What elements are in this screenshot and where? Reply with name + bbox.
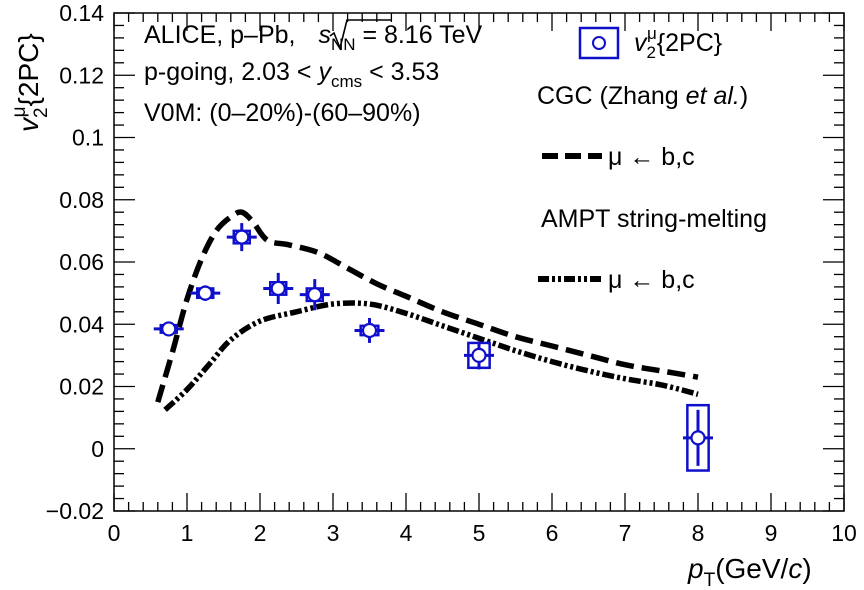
y-axis-title: v2μ{2PC} xyxy=(9,33,52,132)
legend: v2μ{2PC} CGC (Zhang et al.) μ ← b,c AMPT… xyxy=(537,24,767,294)
data-points xyxy=(153,223,713,472)
data-point xyxy=(226,223,257,252)
marker xyxy=(361,322,378,339)
annotation-system: ALICE, p–Pb, sNN = 8.16 TeV xyxy=(144,21,483,54)
legend-cgc-header: CGC (Zhang et al.) xyxy=(537,82,748,110)
y-tick-label: 0.02 xyxy=(59,374,104,400)
y-tick-label: 0.14 xyxy=(59,0,104,26)
legend-marker-box xyxy=(578,26,620,60)
ampt-curve xyxy=(163,300,699,412)
marker xyxy=(161,321,177,337)
x-tick-label: 8 xyxy=(692,520,705,546)
data-point xyxy=(683,403,713,472)
y-tick-label: 0.1 xyxy=(72,125,104,151)
y-tick-label: 0.06 xyxy=(59,249,104,275)
marker xyxy=(471,347,487,363)
x-tick-label: 0 xyxy=(108,520,121,546)
marker xyxy=(690,430,706,446)
annotation-centrality: V0M: (0–20%)-(60–90%) xyxy=(144,99,421,127)
legend-marker-circle xyxy=(592,36,606,50)
x-tick-label: 2 xyxy=(254,520,267,546)
x-tick-label: 6 xyxy=(546,520,559,546)
cgc-curve xyxy=(155,209,699,403)
axis-ticks xyxy=(113,12,845,512)
x-axis-title: pT(GeV/c) xyxy=(687,553,812,590)
x-tick-label: 9 xyxy=(765,520,778,546)
data-point xyxy=(153,321,184,337)
data-point xyxy=(299,279,330,311)
model-curves xyxy=(155,209,699,412)
legend-data-label: v2μ{2PC} xyxy=(634,24,722,62)
marker xyxy=(234,229,250,245)
marker xyxy=(197,285,213,301)
x-tick-label: 1 xyxy=(181,520,194,546)
y-tick-label: 0.12 xyxy=(59,62,104,88)
data-point xyxy=(190,285,221,301)
annotation-rapidity: p-going, 2.03 < ycms < 3.53 xyxy=(144,58,439,91)
data-point xyxy=(464,341,494,370)
data-point xyxy=(263,272,294,305)
y-tick-label: −0.02 xyxy=(46,498,104,524)
y-tick-label: 0.08 xyxy=(59,187,104,213)
x-tick-label: 5 xyxy=(473,520,486,546)
legend-ampt-header: AMPT string-melting xyxy=(541,205,767,233)
marker xyxy=(307,287,323,303)
marker xyxy=(270,280,286,297)
legend-ampt-entry: μ ← b,c xyxy=(608,266,695,294)
legend-cgc-entry: μ ← b,c xyxy=(608,143,695,171)
y-tick-labels: −0.02 0 0.02 0.04 0.06 0.08 0.1 0.12 0.14 xyxy=(46,0,104,524)
y-tick-label: 0.04 xyxy=(59,311,104,337)
x-tick-label: 10 xyxy=(831,520,857,546)
x-tick-label: 3 xyxy=(327,520,340,546)
x-tick-labels: 0 1 2 3 4 5 6 7 8 9 10 xyxy=(108,520,857,546)
data-point xyxy=(354,318,385,343)
y-tick-label: 0 xyxy=(91,436,104,462)
x-tick-label: 7 xyxy=(619,520,632,546)
sqrt-sign xyxy=(329,19,392,51)
x-tick-label: 4 xyxy=(400,520,413,546)
